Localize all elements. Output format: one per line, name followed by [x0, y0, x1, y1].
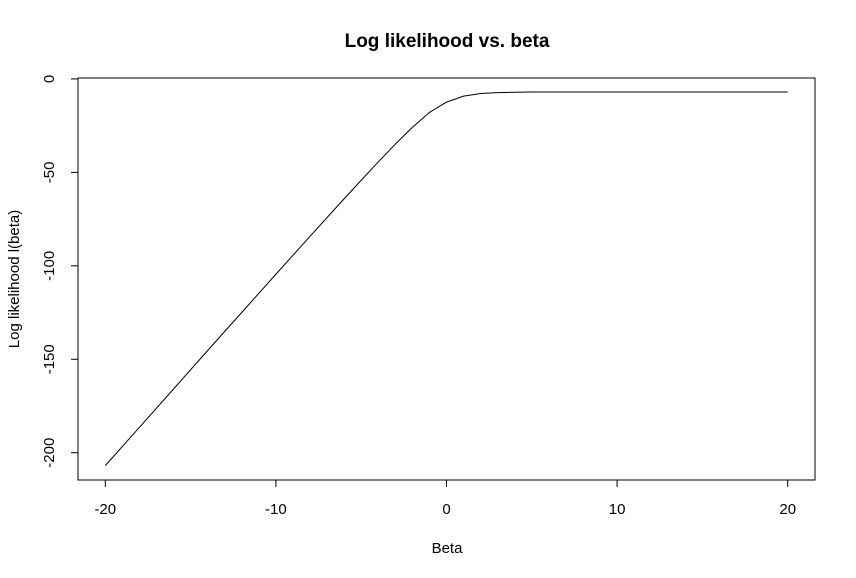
y-axis: 0 -50 -100 -150 -200 [41, 75, 79, 468]
y-tick-label: -150 [41, 344, 58, 374]
y-tick-label: -50 [41, 162, 58, 184]
y-axis-label: Log likelihood l(beta) [6, 210, 23, 348]
x-tick-label: -10 [265, 501, 287, 518]
y-tick-label: -100 [41, 251, 58, 281]
y-tick-label: -200 [41, 438, 58, 468]
chart-title: Log likelihood vs. beta [345, 31, 550, 52]
x-axis-label: Beta [432, 540, 464, 557]
x-tick-label: 0 [442, 501, 450, 518]
x-tick-label: -20 [94, 501, 116, 518]
x-axis: -20 -10 0 10 20 [94, 479, 796, 518]
plot-frame [77, 77, 816, 481]
series-line [104, 91, 788, 466]
y-tick-label: 0 [41, 75, 58, 83]
x-tick-label: 10 [609, 501, 626, 518]
series-layer [104, 91, 788, 466]
x-tick-label: 20 [779, 501, 796, 518]
